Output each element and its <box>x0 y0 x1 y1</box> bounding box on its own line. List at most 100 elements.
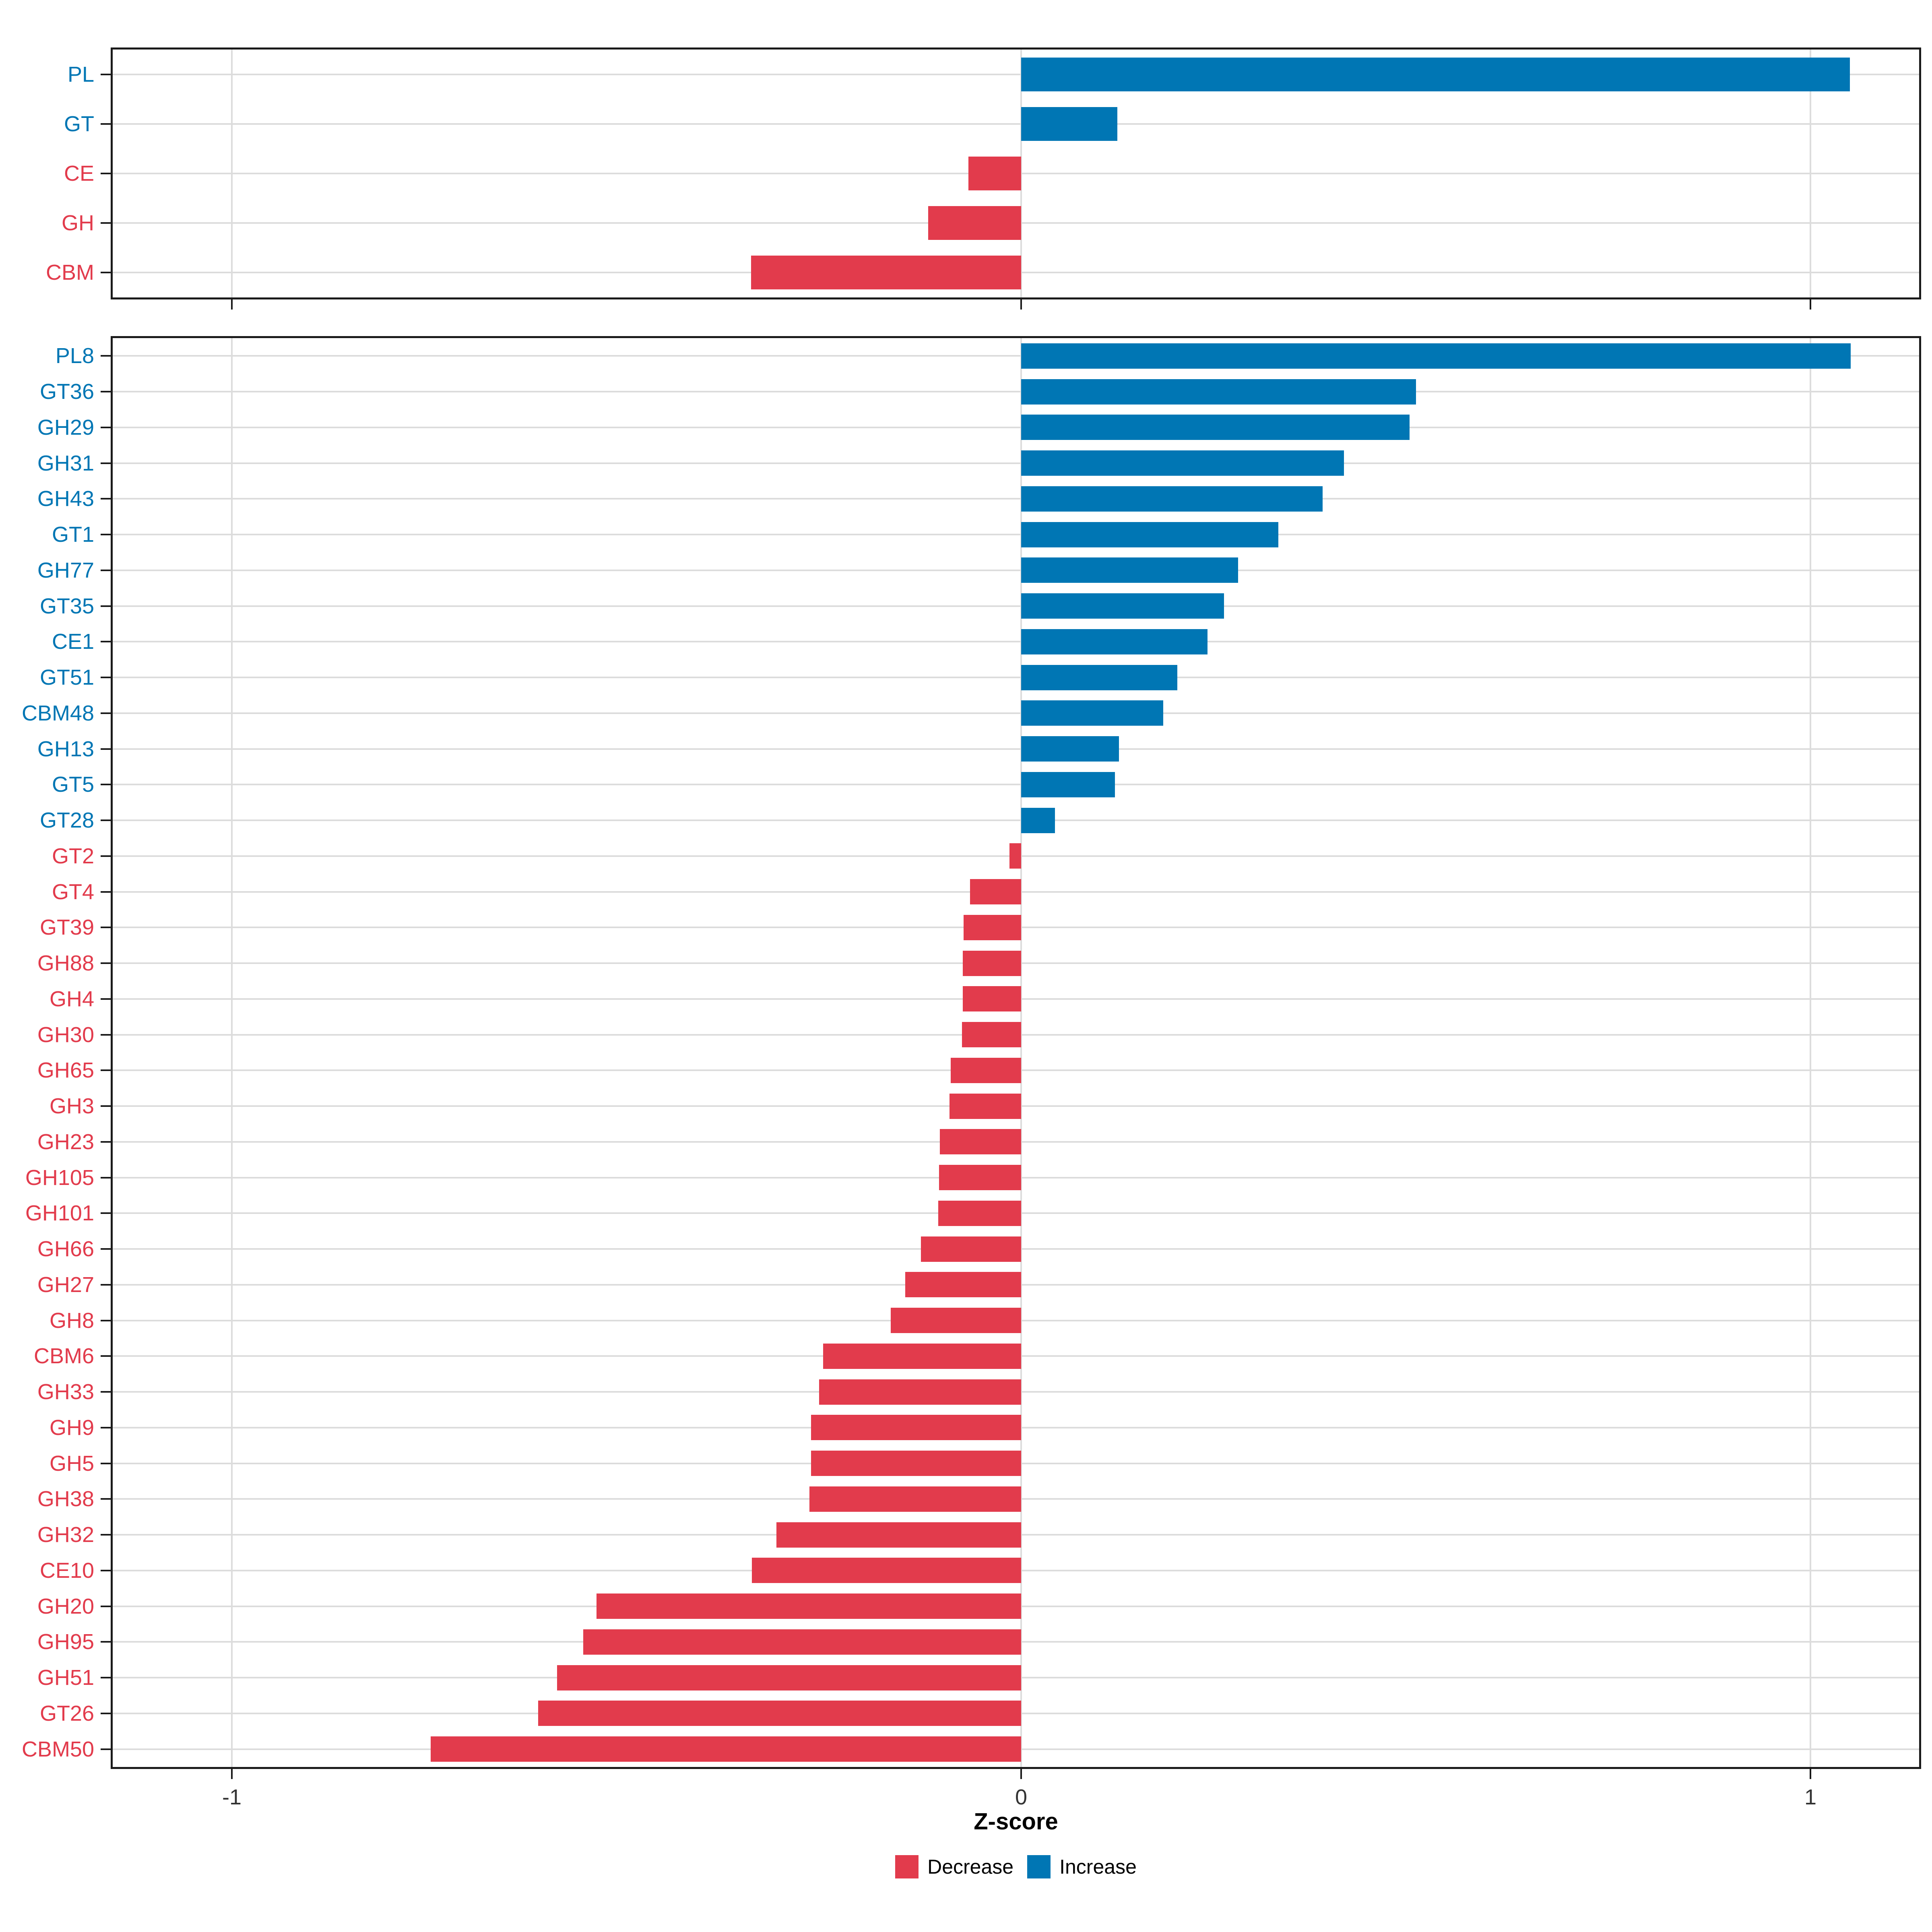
y-tickmark-GH <box>101 222 113 224</box>
ytick-label-GT5: GT5 <box>52 772 94 797</box>
gridline-GT1 <box>113 534 1919 535</box>
bar-CE10 <box>752 1558 1021 1583</box>
ytick-label-GH9: GH9 <box>49 1416 94 1440</box>
ytick-label-GH3: GH3 <box>49 1094 94 1118</box>
bar-GH77 <box>1021 557 1238 583</box>
y-tickmark-GH43 <box>101 498 113 500</box>
bar-GT39 <box>964 915 1021 940</box>
gridline-GT36 <box>113 391 1919 392</box>
ytick-label-GT2: GT2 <box>52 844 94 868</box>
gridline-PL8 <box>113 355 1919 357</box>
bar-GH13 <box>1021 736 1119 762</box>
y-tickmark-GH31 <box>101 462 113 464</box>
gridline-GT51 <box>113 677 1919 678</box>
y-tickmark-GH88 <box>101 962 113 964</box>
y-tickmark-GH32 <box>101 1534 113 1536</box>
bar-GH4 <box>963 986 1021 1011</box>
bar-GH43 <box>1021 486 1323 512</box>
gridline-GT5 <box>113 784 1919 785</box>
ytick-label-PL8: PL8 <box>55 344 94 368</box>
y-tickmark-CE1 <box>101 641 113 642</box>
y-tickmark-GT1 <box>101 534 113 535</box>
ytick-label-GH13: GH13 <box>37 737 94 761</box>
y-tickmark-GT2 <box>101 855 113 857</box>
ytick-label-CE: CE <box>64 161 94 186</box>
ytick-label-GH66: GH66 <box>37 1237 94 1261</box>
gridline-GH29 <box>113 427 1919 428</box>
bar-GH3 <box>949 1094 1021 1119</box>
bar-GH20 <box>597 1593 1021 1619</box>
gridline-x1 <box>1810 338 1811 1767</box>
bar-CBM6 <box>823 1344 1021 1369</box>
bar-GT28 <box>1021 808 1055 833</box>
panel-bottom <box>111 336 1921 1769</box>
ytick-label-GH32: GH32 <box>37 1523 94 1547</box>
y-tickmark-GT26 <box>101 1713 113 1714</box>
y-tickmark-CBM48 <box>101 712 113 714</box>
bar-GH32 <box>776 1522 1021 1548</box>
y-tickmark-GH13 <box>101 748 113 750</box>
ytick-label-CBM50: CBM50 <box>21 1737 94 1761</box>
ytick-label-GT36: GT36 <box>39 380 94 404</box>
ytick-label-GT1: GT1 <box>52 522 94 547</box>
y-tickmark-GH29 <box>101 427 113 428</box>
gridline-x-1 <box>231 338 233 1767</box>
y-tickmark-GT51 <box>101 677 113 678</box>
y-tickmark-PL8 <box>101 355 113 357</box>
bar-GH5 <box>811 1451 1021 1476</box>
bar-GT35 <box>1021 593 1224 619</box>
ytick-label-GH31: GH31 <box>37 451 94 475</box>
legend-label-decrease: Decrease <box>927 1856 1014 1878</box>
gridline-GH13 <box>113 748 1919 750</box>
y-tickmark-GH27 <box>101 1284 113 1286</box>
y-tickmark-GT39 <box>101 927 113 928</box>
xtick-label-1: 1 <box>1804 1785 1817 1809</box>
y-tickmark-GH65 <box>101 1069 113 1071</box>
ytick-label-GT26: GT26 <box>39 1701 94 1726</box>
ytick-label-CBM: CBM <box>46 260 94 285</box>
bar-GH8 <box>891 1308 1021 1333</box>
y-tickmark-PL <box>101 74 113 75</box>
bar-GH29 <box>1021 415 1410 440</box>
xtick-label-0: 0 <box>1015 1785 1028 1809</box>
y-tickmark-GH23 <box>101 1141 113 1143</box>
y-tickmark-GT5 <box>101 784 113 785</box>
y-tickmark-GT35 <box>101 605 113 607</box>
ytick-label-GT35: GT35 <box>39 594 94 618</box>
bar-GH <box>928 206 1021 240</box>
ytick-label-PL: PL <box>67 62 94 87</box>
bar-GT2 <box>1009 843 1021 869</box>
bar-CBM50 <box>431 1736 1021 1762</box>
y-tickmark-GT <box>101 123 113 125</box>
ytick-label-CE10: CE10 <box>39 1558 94 1583</box>
y-tickmark-GH30 <box>101 1034 113 1036</box>
bar-GH65 <box>951 1058 1021 1083</box>
ytick-label-GH29: GH29 <box>37 415 94 440</box>
ytick-label-GT: GT <box>64 112 94 136</box>
ytick-label-GT51: GT51 <box>39 665 94 689</box>
bar-GH95 <box>583 1629 1021 1655</box>
bar-GH38 <box>809 1486 1021 1512</box>
bar-GT36 <box>1021 379 1416 405</box>
x-axis-title: Z-score <box>974 1808 1058 1835</box>
ytick-label-GH38: GH38 <box>37 1487 94 1511</box>
bar-GH105 <box>939 1165 1021 1190</box>
xtick-label--1: -1 <box>222 1785 242 1809</box>
y-tickmark-CE10 <box>101 1570 113 1571</box>
y-tickmark-GH33 <box>101 1391 113 1393</box>
ytick-label-GH4: GH4 <box>49 987 94 1011</box>
gridline-GH43 <box>113 498 1919 500</box>
gridline-GH77 <box>113 570 1919 571</box>
gridline-GT35 <box>113 605 1919 607</box>
y-tickmark-GH20 <box>101 1606 113 1607</box>
x-tickmark-0-top <box>1020 297 1022 310</box>
ytick-label-GH27: GH27 <box>37 1273 94 1297</box>
y-tickmark-GH105 <box>101 1177 113 1179</box>
ytick-label-GH77: GH77 <box>37 558 94 582</box>
bar-GH31 <box>1021 450 1344 476</box>
x-tickmark--1-top <box>231 297 233 310</box>
bar-GH27 <box>905 1272 1021 1297</box>
bar-GT <box>1021 107 1117 141</box>
y-tickmark-GH77 <box>101 570 113 571</box>
legend-item-increase: Increase <box>1027 1855 1137 1878</box>
